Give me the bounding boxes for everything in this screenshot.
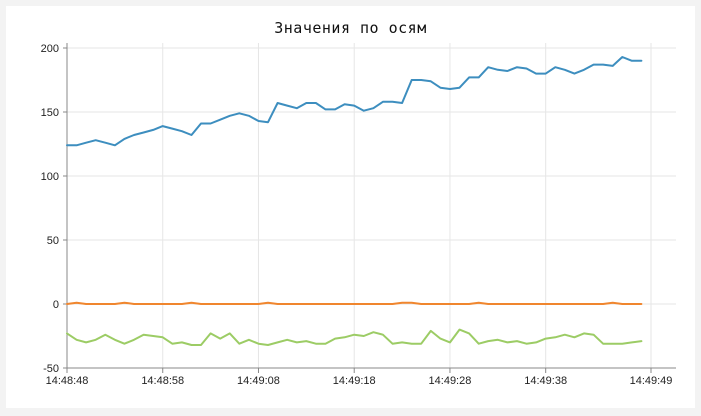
series-line-2 [66,301,643,305]
chart-title: Значения по осям [274,19,427,37]
y-tick-label: 0 [53,299,59,311]
y-tick-label: 100 [41,171,59,183]
y-tick-label: -50 [43,363,59,375]
x-tick-label: 14:48:48 [46,375,89,387]
series-line-3 [66,328,643,346]
line-chart: 200 150 100 50 0 -50 14:48:48 14:48:58 14:49:08… [41,43,676,387]
x-tick-label: 14:48:58 [141,375,184,387]
axes [63,43,676,373]
grid-lines [66,43,676,369]
y-tick-label: 200 [41,43,59,55]
x-tick-label: 14:49:18 [333,375,376,387]
x-tick-label: 14:49:38 [524,375,567,387]
y-tick-label: 150 [41,107,59,119]
series-line-1 [66,56,643,147]
y-tick-labels: 200 150 100 50 0 -50 [41,43,59,375]
x-tick-label: 14:49:49 [630,375,673,387]
series-lines [66,56,643,346]
x-tick-label: 14:49:28 [429,375,472,387]
x-tick-labels: 14:48:48 14:48:58 14:49:08 14:49:18 14:49:28… [46,375,673,387]
chart-panel: Значения по осям 200 150 100 50 0 -50 14:48:4… [6,6,695,408]
x-tick-label: 14:49:08 [237,375,280,387]
y-tick-label: 50 [47,235,59,247]
